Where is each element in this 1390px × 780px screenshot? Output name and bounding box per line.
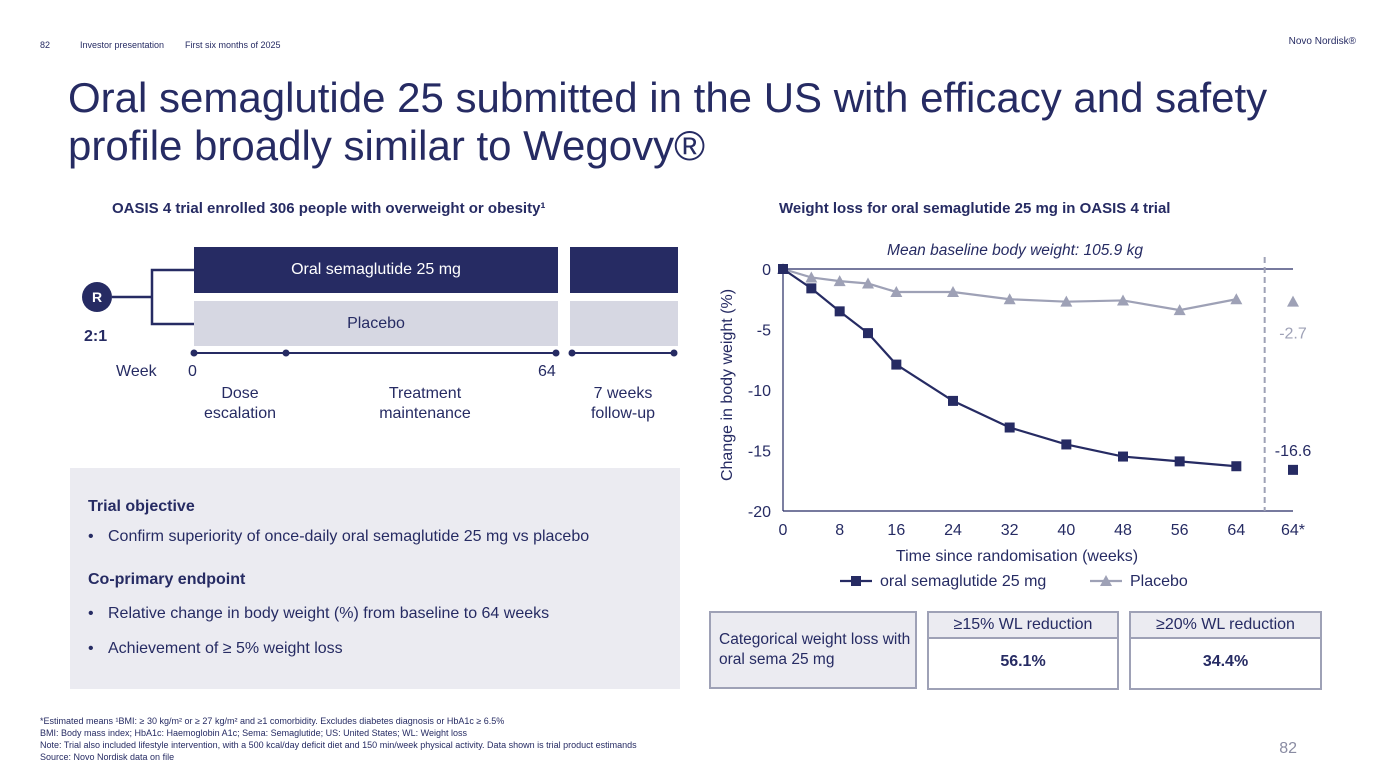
data-point (1117, 294, 1129, 306)
header-period: First six months of 2025 (185, 40, 281, 50)
x-tick-label: 32 (1001, 522, 1019, 539)
x-tick-label: 16 (887, 522, 905, 539)
brand-name: Novo Nordisk® (1288, 36, 1356, 47)
trial-objective-item: • Confirm superiority of once-daily oral … (88, 528, 590, 545)
footnote-2: BMI: Body mass index; HbA1c: Haemoglobin… (40, 728, 468, 738)
x-tick-label: 64* (1281, 522, 1305, 539)
data-point (862, 277, 874, 289)
data-point (1003, 293, 1016, 305)
week-start-label: 0 (188, 363, 197, 380)
data-point (1173, 304, 1186, 316)
data-point (834, 306, 845, 317)
arm-oral-semaglutide: Oral semaglutide 25 mg (194, 247, 558, 293)
endpoint-item-body-weight: • Relative change in body weight (%) from… (88, 605, 550, 622)
x-tick-label: 64 (1227, 522, 1245, 539)
categorical-15-header: ≥15% WL reduction (929, 613, 1117, 639)
data-point (948, 395, 958, 406)
phase-follow-up: 7 weeks follow-up (590, 385, 656, 422)
x-tick-label: 8 (835, 522, 844, 539)
y-tick-label: -20 (748, 504, 771, 521)
categorical-20-header: ≥20% WL reduction (1131, 613, 1320, 639)
arm-oral-follow-up (570, 247, 678, 293)
categorical-label: Categorical weight loss with oral sema 2… (719, 631, 911, 668)
legend-marker-oral (851, 576, 861, 586)
trial-design-lines (112, 268, 678, 357)
data-point (778, 264, 788, 274)
data-point (947, 285, 959, 297)
randomisation-badge: R (82, 282, 112, 312)
y-axis-label: Change in body weight (%) (719, 289, 736, 481)
objectives-panel (70, 468, 680, 689)
categorical-20-percent: ≥20% WL reduction 34.4% (1129, 611, 1322, 690)
data-point (891, 359, 902, 370)
data-point (1060, 295, 1073, 307)
categorical-label-box: Categorical weight loss with oral sema 2… (709, 611, 917, 689)
endpoint-item-weight-loss: • Achievement of ≥ 5% weight loss (88, 640, 343, 657)
data-point (1230, 293, 1243, 305)
data-point (805, 271, 818, 283)
week-end-label: 64 (538, 363, 556, 380)
slide-title: Oral semaglutide 25 submitted in the US … (68, 74, 1268, 169)
header-page-number: 82 (40, 40, 51, 50)
data-point (1004, 422, 1015, 433)
x-tick-label: 56 (1171, 522, 1189, 539)
x-axis-label: Time since randomisation (weeks) (896, 548, 1138, 565)
data-point (1231, 461, 1242, 472)
categorical-15-percent: ≥15% WL reduction 56.1% (927, 611, 1119, 690)
timeline-dot-start (190, 349, 198, 357)
x-tick-label: 40 (1057, 522, 1075, 539)
y-tick-label: 0 (762, 262, 771, 279)
legend-label-oral: oral semaglutide 25 mg (880, 573, 1046, 590)
arm-placebo-follow-up (570, 301, 678, 346)
co-primary-endpoint-heading: Co-primary endpoint (88, 571, 246, 588)
data-point (806, 283, 817, 294)
y-tick-label: -10 (748, 383, 771, 400)
header-presentation: Investor presentation (80, 40, 165, 50)
final-estimate-point (1287, 295, 1299, 307)
randomisation-ratio: 2:1 (84, 328, 108, 345)
y-tick-label: -5 (757, 323, 771, 340)
chart-subtitle: Mean baseline body weight: 105.9 kg (887, 242, 1143, 259)
data-point (1061, 439, 1072, 450)
phase-treatment-maintenance: Treatment maintenance (379, 385, 471, 422)
legend-label-placebo: Placebo (1130, 573, 1188, 590)
chart-heading: Weight loss for oral semaglutide 25 mg i… (779, 200, 1171, 217)
legend-marker-placebo (1100, 575, 1112, 586)
timeline-dot-follow-up-start (568, 349, 576, 357)
categorical-15-value: 56.1% (1000, 653, 1046, 670)
categorical-20-value: 34.4% (1202, 653, 1249, 670)
timeline-dot-end (670, 349, 678, 357)
data-point (1174, 456, 1185, 467)
footnote-4: Source: Novo Nordisk data on file (40, 752, 175, 762)
slide-number: 82 (1279, 740, 1297, 757)
phase-dose-escalation: Dose escalation (203, 385, 277, 422)
data-point (890, 285, 903, 297)
final-label-placebo: -2.7 (1279, 326, 1307, 343)
data-point (1118, 451, 1128, 462)
arm-placebo: Placebo (194, 301, 558, 346)
trial-design-heading: OASIS 4 trial enrolled 306 people with o… (112, 200, 546, 217)
randomisation-bracket (150, 268, 194, 326)
footnote-3: Note: Trial also included lifestyle inte… (40, 740, 637, 750)
y-tick-label: -15 (748, 444, 771, 461)
x-tick-label: 48 (1114, 522, 1132, 539)
footnote-1: *Estimated means ¹BMI: ≥ 30 kg/m² or ≥ 2… (40, 716, 505, 726)
timeline-dot-week-64 (552, 349, 560, 357)
week-label: Week (116, 363, 157, 380)
x-tick-label: 0 (779, 522, 788, 539)
weight-loss-chart: Mean baseline body weight: 105.9 kg Chan… (719, 242, 1312, 590)
data-point (863, 328, 873, 339)
trial-objective-heading: Trial objective (88, 498, 195, 515)
timeline-dot-escalation (282, 349, 290, 357)
final-estimate-point (1288, 464, 1298, 475)
final-label-oral: -16.6 (1275, 443, 1312, 460)
x-tick-label: 24 (944, 522, 962, 539)
data-point (833, 275, 846, 287)
